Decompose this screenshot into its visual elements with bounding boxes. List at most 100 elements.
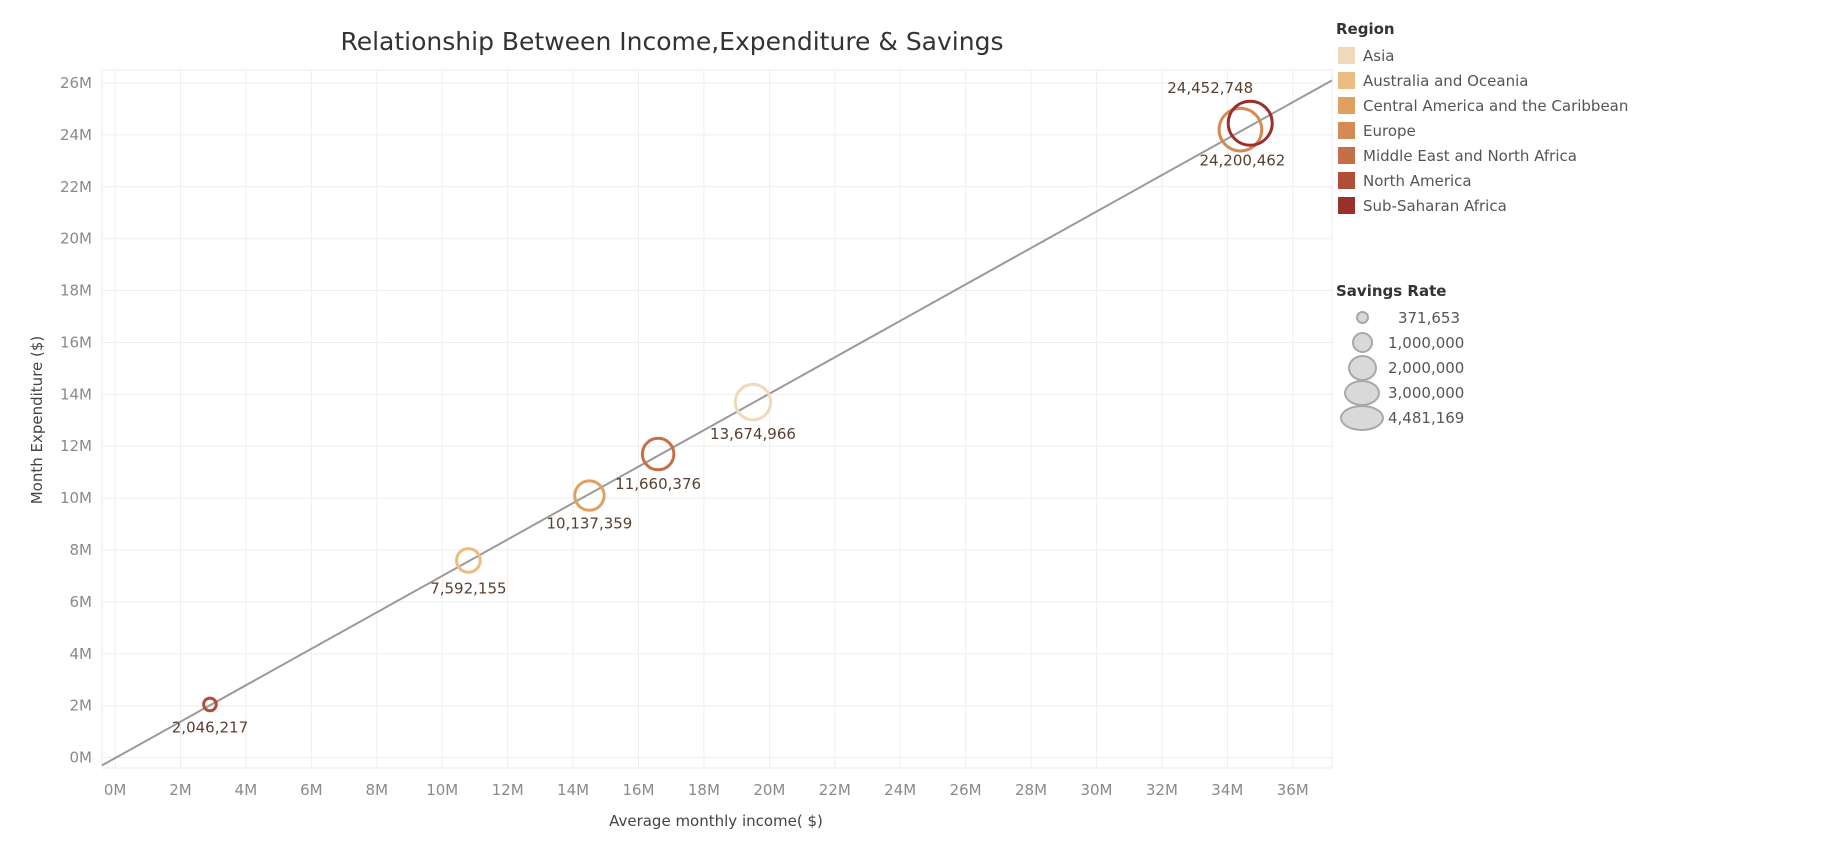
size-legend-item: 3,000,000 <box>1336 379 1465 406</box>
size-legend-label: 371,653 <box>1397 308 1460 327</box>
size-legend-item: 2,000,000 <box>1336 354 1465 381</box>
size-legend-symbol-cell <box>1336 332 1388 353</box>
size-legend-circle <box>1340 404 1384 431</box>
data-points <box>202 99 1274 713</box>
data-point[interactable] <box>1217 106 1264 153</box>
x-tick-label: 20M <box>753 781 785 799</box>
legend-item[interactable]: Australia and Oceania <box>1336 68 1628 93</box>
region-legend-title: Region <box>1336 20 1395 38</box>
legend-item[interactable]: Asia <box>1336 43 1628 68</box>
savings-rate-legend: Savings Rate 371,653 1,000,000 2,000,000 3,… <box>1336 282 1465 431</box>
legend-label: Sub-Saharan Africa <box>1363 196 1507 215</box>
chart-title: Relationship Between Income,Expenditure … <box>340 27 1003 56</box>
y-tick-label: 18M <box>60 282 92 300</box>
x-tick-label: 16M <box>622 781 654 799</box>
data-label: 11,660,376 <box>615 475 701 493</box>
legend-label: Australia and Oceania <box>1363 71 1529 90</box>
x-tick-label: 36M <box>1277 781 1309 799</box>
x-tick-label: 26M <box>950 781 982 799</box>
size-legend-label: 1,000,000 <box>1388 333 1465 352</box>
legend-swatch <box>1338 72 1355 89</box>
legend-label: Asia <box>1363 46 1395 65</box>
plot-area-border <box>101 69 1333 769</box>
legend-label: Europe <box>1363 121 1416 140</box>
data-point[interactable] <box>640 436 676 472</box>
x-tick-label: 28M <box>1015 781 1047 799</box>
x-tick-label: 12M <box>492 781 524 799</box>
x-tick-label: 2M <box>169 781 192 799</box>
size-legend-circle <box>1351 332 1373 353</box>
y-axis-title: Month Expenditure ($) <box>28 336 46 505</box>
y-tick-label: 26M <box>60 74 92 92</box>
y-tick-label: 8M <box>70 541 93 559</box>
size-legend-circle <box>1355 311 1369 324</box>
x-tick-label: 34M <box>1211 781 1243 799</box>
x-tick-label: 18M <box>688 781 720 799</box>
legend-swatch <box>1338 197 1355 214</box>
size-legend-label: 4,481,169 <box>1388 408 1465 427</box>
y-tick-label: 12M <box>60 437 92 455</box>
legend-item[interactable]: North America <box>1336 168 1628 193</box>
data-label: 13,674,966 <box>710 425 796 443</box>
data-point[interactable] <box>455 547 482 574</box>
y-tick-label: 20M <box>60 230 92 248</box>
region-legend-items: Asia Australia and Oceania Central America… <box>1336 43 1628 218</box>
legend-swatch <box>1338 97 1355 114</box>
y-tick-label: 24M <box>60 126 92 144</box>
legend-swatch <box>1338 147 1355 164</box>
size-legend-label: 2,000,000 <box>1388 358 1465 377</box>
legend-item[interactable]: Europe <box>1336 118 1628 143</box>
y-tick-label: 6M <box>70 593 93 611</box>
size-legend-item: 4,481,169 <box>1336 404 1465 431</box>
data-point[interactable] <box>1226 99 1274 147</box>
y-tick-label: 16M <box>60 333 92 351</box>
size-legend-label: 3,000,000 <box>1388 383 1465 402</box>
legend-item[interactable]: Sub-Saharan Africa <box>1336 193 1628 218</box>
y-tick-label: 14M <box>60 385 92 403</box>
data-label: 24,200,462 <box>1199 152 1285 170</box>
savings-rate-legend-items: 371,653 1,000,000 2,000,000 3,000,000 4,481,… <box>1336 305 1465 431</box>
x-axis-ticks: 0M 2M 4M 6M 8M 10M 12M 14M 16M 18M 20M 22M 24M 26M 28M… <box>104 781 1309 799</box>
x-tick-label: 4M <box>235 781 258 799</box>
y-tick-label: 4M <box>70 645 93 663</box>
x-tick-label: 24M <box>884 781 916 799</box>
legend-item[interactable]: Middle East and North Africa <box>1336 143 1628 168</box>
x-tick-label: 6M <box>300 781 323 799</box>
y-tick-label: 22M <box>60 178 92 196</box>
data-label: 7,592,155 <box>430 579 506 597</box>
size-legend-symbol-cell <box>1336 404 1388 431</box>
x-tick-label: 30M <box>1080 781 1112 799</box>
x-tick-label: 0M <box>104 781 127 799</box>
size-legend-item: 1,000,000 <box>1336 330 1465 355</box>
size-legend-item: 371,653 <box>1336 305 1460 330</box>
y-axis-ticks: 0M 2M 4M 6M 8M 10M 12M 14M 16M 18M 20M 22M 24M 26M <box>60 74 92 767</box>
size-legend-circle <box>1347 354 1377 381</box>
y-tick-label: 0M <box>70 749 93 767</box>
legend-label: North America <box>1363 171 1472 190</box>
y-tick-label: 10M <box>60 489 92 507</box>
legend-swatch <box>1338 172 1355 189</box>
legend-swatch <box>1338 47 1355 64</box>
size-legend-symbol-cell <box>1336 379 1388 406</box>
data-labels: 2,046,217 7,592,155 10,137,359 11,660,376 13… <box>172 79 1286 736</box>
savings-rate-legend-title: Savings Rate <box>1336 282 1447 300</box>
x-tick-label: 8M <box>366 781 389 799</box>
legend-label: Middle East and North Africa <box>1363 146 1577 165</box>
data-point[interactable] <box>733 382 773 422</box>
legend-label: Central America and the Caribbean <box>1363 96 1629 115</box>
legend-item[interactable]: Central America and the Caribbean <box>1336 93 1628 118</box>
size-legend-symbol-cell <box>1336 354 1388 381</box>
x-tick-label: 14M <box>557 781 589 799</box>
data-label: 10,137,359 <box>546 515 632 533</box>
data-point[interactable] <box>202 696 218 713</box>
data-point[interactable] <box>573 479 606 512</box>
data-label: 2,046,217 <box>172 718 248 736</box>
legend-swatch <box>1338 122 1355 139</box>
data-label: 24,452,748 <box>1167 79 1253 97</box>
size-legend-circle <box>1344 379 1380 406</box>
trend-line-group <box>101 79 1333 767</box>
trend-line <box>101 79 1333 767</box>
size-legend-symbol-cell <box>1336 311 1388 324</box>
x-tick-label: 22M <box>819 781 851 799</box>
